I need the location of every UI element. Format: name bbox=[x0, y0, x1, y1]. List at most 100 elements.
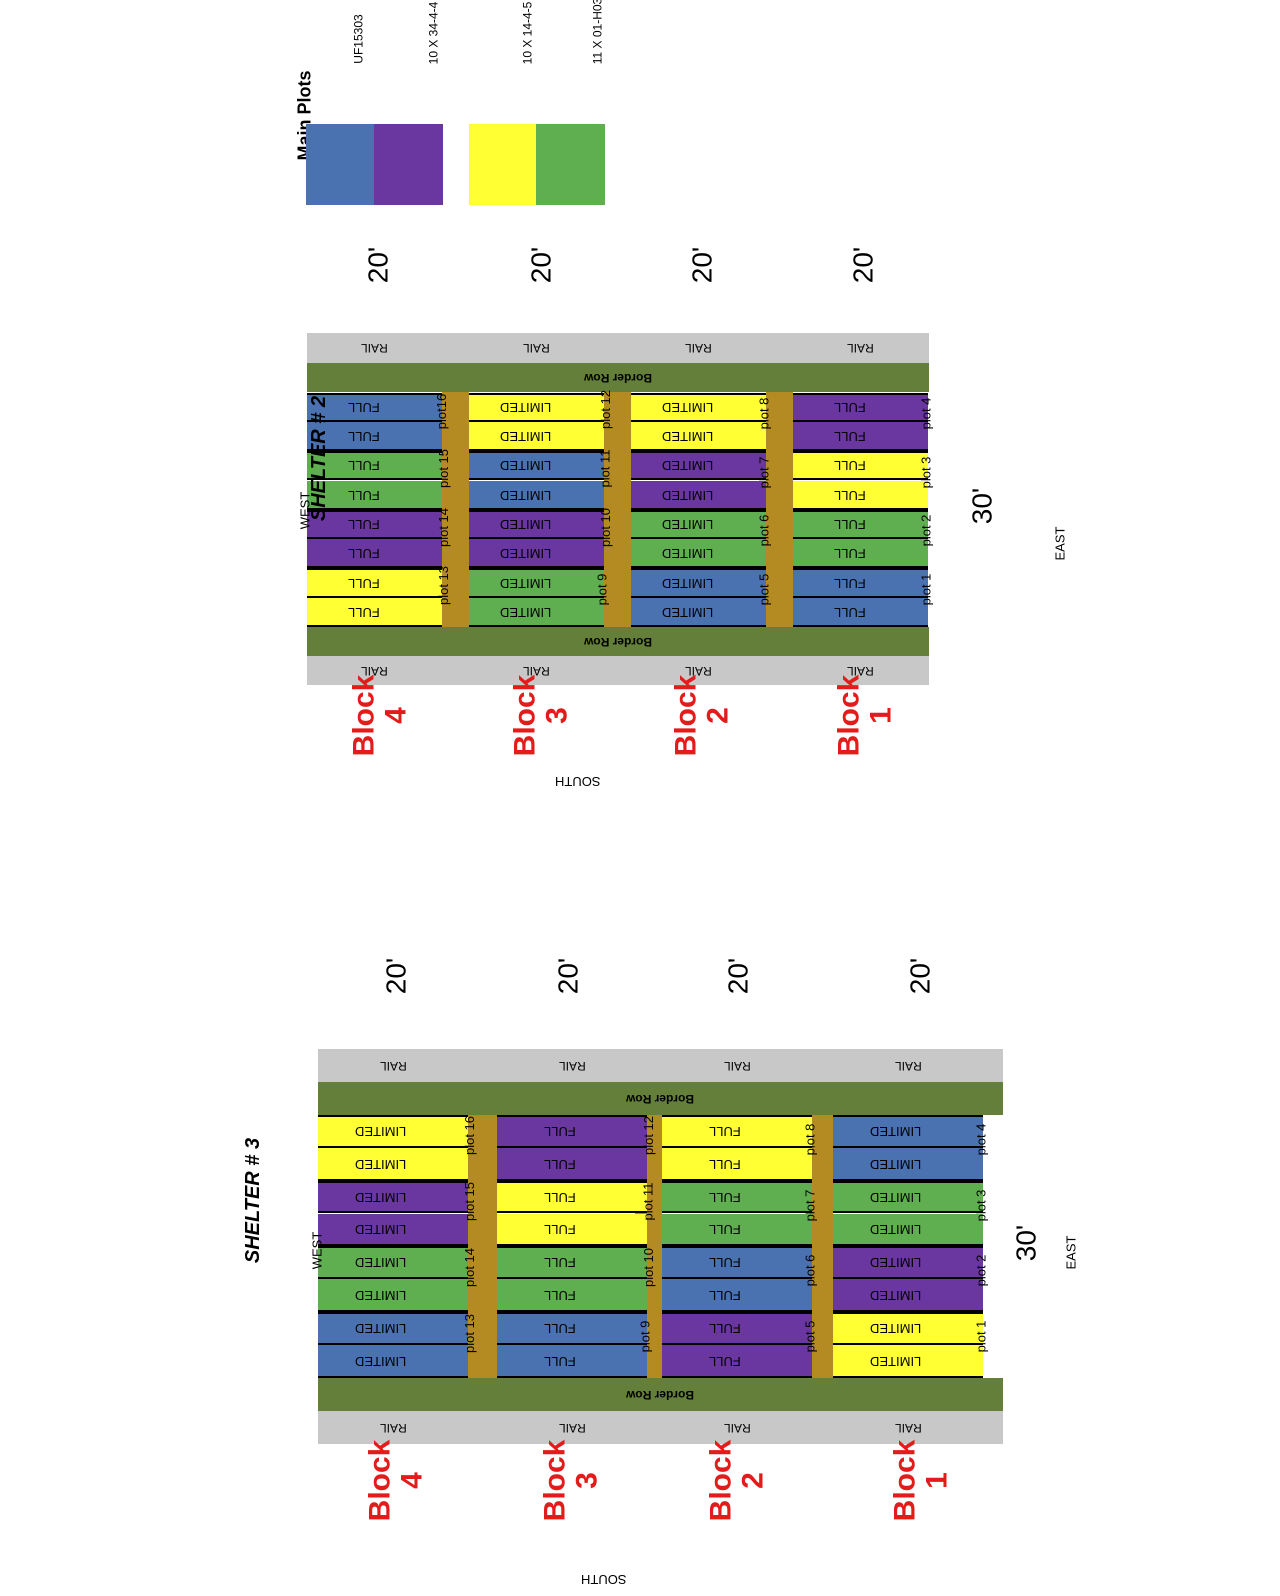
plot-label: plot 1 bbox=[972, 1320, 988, 1353]
rail-label: RAIL bbox=[523, 341, 550, 355]
treatment-label: LIMITED bbox=[870, 1189, 922, 1205]
west-label: WEST bbox=[308, 1231, 324, 1270]
block-label: Block 1 bbox=[832, 675, 897, 757]
plot-subrow bbox=[833, 1213, 983, 1247]
plot-subrow bbox=[662, 1180, 812, 1214]
treatment-label: LIMITED bbox=[870, 1288, 922, 1304]
block-word: Block bbox=[887, 1439, 921, 1522]
plot-subrow bbox=[662, 1345, 812, 1378]
plot-subrow bbox=[469, 568, 604, 598]
treatment-label: FULL bbox=[544, 1222, 576, 1238]
rail-label: RAIL bbox=[894, 1420, 922, 1435]
block-number: 2 bbox=[735, 1472, 769, 1489]
plot-subrow bbox=[318, 1345, 468, 1378]
plot-label: plot 8 bbox=[801, 1123, 817, 1156]
rail-label: RAIL bbox=[361, 341, 388, 355]
block-length-dimension: 20' bbox=[722, 957, 754, 995]
plot-label: plot 15 bbox=[435, 448, 451, 488]
plot-label: plot 11 bbox=[597, 449, 613, 488]
treatment-label: FULL bbox=[347, 458, 380, 474]
plot-subrow bbox=[662, 1312, 812, 1346]
block-word: Block bbox=[346, 674, 380, 757]
treatment-label: FULL bbox=[544, 1354, 576, 1370]
block-label: Block 3 bbox=[507, 674, 573, 757]
treatment-label: LIMITED bbox=[870, 1156, 922, 1172]
plot-subrow bbox=[631, 451, 766, 481]
plot-label: plot 4 bbox=[972, 1123, 988, 1156]
south-label: SOUTH bbox=[581, 1571, 627, 1587]
block-number: 4 bbox=[394, 1472, 428, 1489]
block-length-dimension: 20' bbox=[552, 957, 584, 995]
plot-subrow bbox=[307, 539, 442, 569]
plot-subrow bbox=[497, 1246, 647, 1280]
plot-subrow bbox=[497, 1180, 647, 1214]
block-label: Block 2 bbox=[669, 675, 734, 757]
plot-label: plot 5 bbox=[801, 1320, 817, 1353]
west-label: WEST bbox=[296, 491, 312, 530]
treatment-label: LIMITED bbox=[662, 487, 714, 503]
legend-entry-label: 10 X 14-4-5 bbox=[520, 1, 535, 64]
treatment-label: LIMITED bbox=[662, 399, 714, 415]
plot-label: plot 10 bbox=[597, 507, 613, 547]
block-label: Block 2 bbox=[704, 1440, 769, 1522]
plot-subrow bbox=[318, 1213, 468, 1247]
rail-label: RAIL bbox=[723, 1420, 751, 1435]
treatment-label: LIMITED bbox=[355, 1321, 407, 1337]
treatment-label: LIMITED bbox=[662, 604, 714, 620]
treatment-label: FULL bbox=[347, 546, 380, 562]
plot-subrow bbox=[631, 392, 766, 422]
alley bbox=[766, 392, 793, 627]
block-word: Block bbox=[507, 674, 541, 757]
treatment-label: LIMITED bbox=[662, 546, 714, 562]
plot-label: plot 12 bbox=[640, 1116, 656, 1156]
rail-label: RAIL bbox=[558, 1420, 586, 1435]
border-row-bottom bbox=[307, 627, 929, 656]
plot-subrow bbox=[307, 480, 442, 510]
legend-swatch bbox=[469, 124, 536, 205]
plot-subrow bbox=[793, 539, 928, 569]
plot-subrow bbox=[307, 568, 442, 598]
plot-subrow bbox=[497, 1147, 647, 1181]
plot-subrow bbox=[833, 1114, 983, 1148]
treatment-label: LIMITED bbox=[870, 1354, 922, 1370]
treatment-label: FULL bbox=[709, 1156, 741, 1172]
alley bbox=[468, 1115, 497, 1378]
plot-subrow bbox=[469, 509, 604, 540]
block-length-dimension: 20' bbox=[847, 246, 879, 284]
plot-label: plot16 bbox=[433, 393, 449, 430]
legend-entry-label: UF15303 bbox=[351, 14, 366, 64]
block-number: 4 bbox=[378, 707, 412, 724]
treatment-label: LIMITED bbox=[870, 1255, 922, 1271]
plot-subrow bbox=[318, 1279, 468, 1313]
rail-label: RAIL bbox=[723, 1058, 751, 1073]
plot-label: plot 13 bbox=[435, 566, 451, 606]
treatment-label: LIMITED bbox=[355, 1156, 407, 1172]
plot-subrow bbox=[833, 1180, 983, 1214]
treatment-label: FULL bbox=[833, 575, 866, 591]
block-number: 3 bbox=[569, 1472, 603, 1489]
treatment-label: LIMITED bbox=[500, 546, 552, 562]
block-number: 3 bbox=[539, 707, 573, 724]
treatment-label: LIMITED bbox=[355, 1123, 407, 1139]
plot-label: plot 4 bbox=[917, 397, 933, 430]
alley bbox=[604, 392, 631, 627]
treatment-label: FULL bbox=[833, 604, 866, 620]
plot-subrow bbox=[307, 597, 442, 627]
block-label: Block 3 bbox=[537, 1439, 603, 1522]
legend-swatch bbox=[306, 124, 374, 205]
treatment-label: LIMITED bbox=[500, 516, 552, 532]
plot-label: plot 14 bbox=[435, 507, 451, 547]
plot-label: plot 12 bbox=[597, 390, 613, 430]
treatment-label: LIMITED bbox=[870, 1123, 922, 1139]
plot-subrow bbox=[793, 480, 928, 510]
plot-subrow bbox=[469, 451, 604, 481]
treatment-label: FULL bbox=[347, 575, 380, 591]
plot-label: plot 6 bbox=[755, 514, 771, 547]
plot-subrow bbox=[631, 597, 766, 627]
rail-label: RAIL bbox=[685, 341, 712, 355]
plot-subrow bbox=[793, 451, 928, 481]
block-word: Block bbox=[537, 1439, 571, 1522]
plot-subrow bbox=[793, 392, 928, 422]
treatment-label: FULL bbox=[347, 516, 380, 532]
legend-entry-label: 10 X 34-4-4 bbox=[426, 1, 441, 64]
